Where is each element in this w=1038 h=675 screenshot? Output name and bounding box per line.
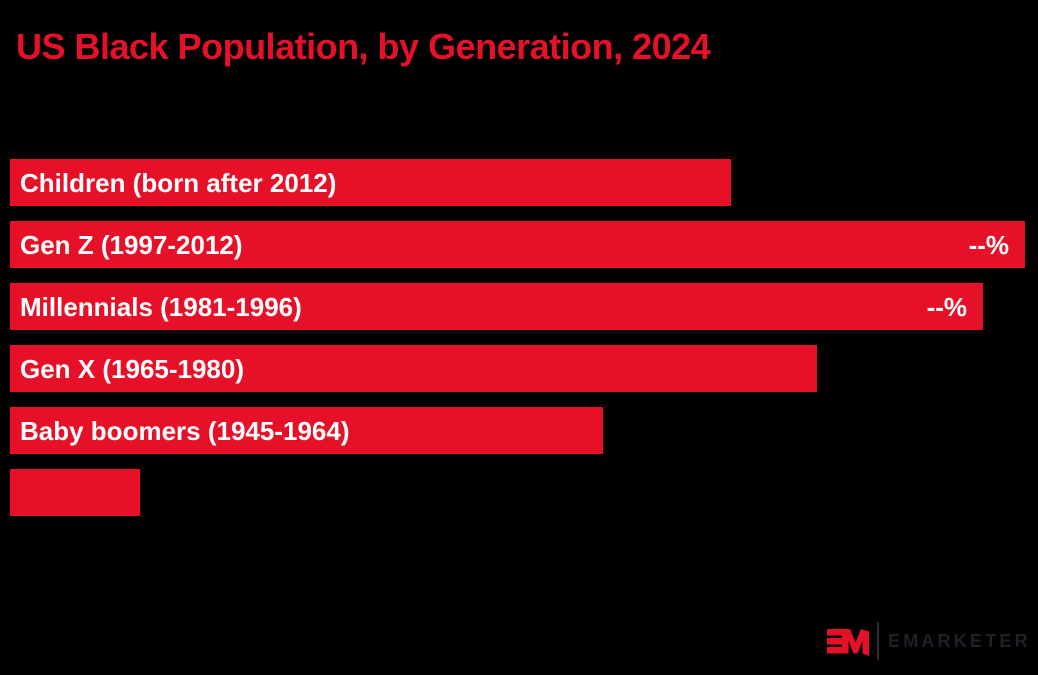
bar-label: Baby boomers (1945-1964) [20, 415, 350, 446]
bar-label: Gen X (1965-1980) [20, 353, 245, 384]
bar-1: Gen Z (1997-2012) --% [10, 221, 1025, 268]
bar-label: Millennials (1981-1996) [20, 291, 302, 322]
chart-title: US Black Population, by Generation, 2024 [16, 26, 711, 67]
bar-5 [10, 469, 140, 516]
emarketer-em-mark-icon [827, 629, 869, 656]
bar-value-label: --% [968, 229, 1009, 260]
emarketer-logo: EMARKETER [827, 619, 1031, 663]
bar-3: Gen X (1965-1980) [10, 345, 817, 392]
bar-value-label: --% [926, 291, 967, 322]
bar-label: Gen Z (1997-2012) [20, 229, 243, 260]
bar-chart: Children (born after 2012) Gen Z (1997-20… [10, 159, 1025, 531]
bar-4: Baby boomers (1945-1964) [10, 407, 603, 454]
bar-2: Millennials (1981-1996) --% [10, 283, 983, 330]
bar-0: Children (born after 2012) [10, 159, 731, 206]
bar-label: Children (born after 2012) [20, 167, 337, 198]
logo-divider [877, 622, 879, 660]
emarketer-wordmark: EMARKETER [888, 630, 1031, 651]
